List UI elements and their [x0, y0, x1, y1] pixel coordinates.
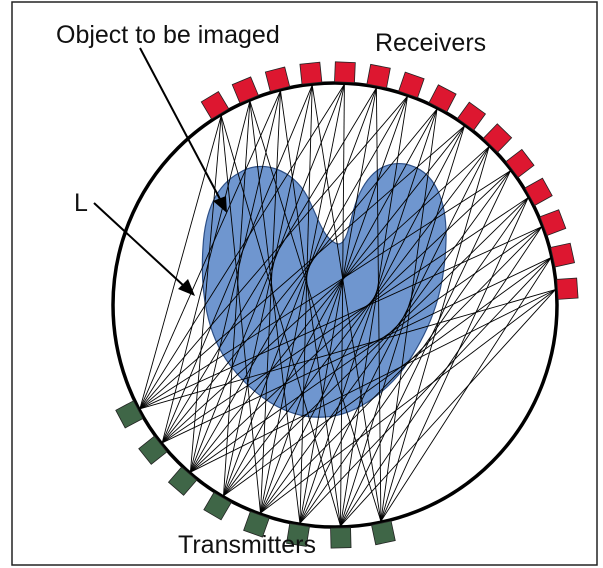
transmitters-label: Transmitters — [178, 531, 316, 559]
ray-path — [375, 87, 382, 522]
transmitter — [286, 523, 310, 547]
ray-path — [223, 100, 251, 496]
receiver — [482, 123, 513, 153]
receiver — [299, 61, 323, 85]
transmitter — [371, 520, 396, 546]
ray-path — [380, 108, 438, 522]
ray-path — [380, 197, 529, 522]
ray-path — [223, 87, 377, 496]
ray-path — [260, 96, 408, 514]
ray-path — [190, 289, 556, 473]
receiver — [200, 91, 230, 120]
ray-path — [220, 115, 261, 514]
ray-path — [299, 85, 313, 524]
receiver — [550, 242, 575, 268]
ray-path — [161, 108, 438, 444]
transmitter — [203, 491, 232, 521]
ray-path — [223, 197, 529, 497]
ray-path — [340, 96, 408, 526]
ray-path — [139, 170, 511, 410]
receiver — [505, 148, 535, 178]
ray-path — [260, 125, 465, 514]
transmitter — [330, 527, 352, 549]
transmitter — [243, 511, 270, 538]
ray-path — [299, 87, 377, 524]
ray-path — [161, 100, 251, 443]
ray-path — [340, 170, 511, 527]
ray-path — [189, 115, 222, 473]
receiver-array — [200, 61, 579, 300]
object-label: Object to be imaged — [56, 21, 280, 49]
transmitter — [167, 466, 198, 496]
ray-path — [162, 257, 552, 444]
ray-path — [223, 146, 490, 497]
receiver — [264, 66, 291, 92]
ray-path — [249, 100, 301, 524]
ray-path — [190, 95, 408, 473]
receiver — [334, 61, 356, 84]
measurement-circle — [111, 81, 559, 529]
receivers-label: Receivers — [375, 29, 486, 57]
ray-path — [249, 100, 382, 522]
ray-path — [190, 226, 542, 473]
ray-path — [299, 257, 552, 524]
ray-path — [380, 257, 552, 522]
path-label: L — [74, 189, 88, 217]
receiver — [556, 277, 579, 300]
ray-path — [161, 85, 313, 443]
receiver — [456, 101, 487, 131]
receiver — [524, 177, 553, 206]
receiver — [428, 84, 457, 113]
ray-path — [223, 108, 438, 497]
ray-path — [190, 125, 465, 473]
object-pointer-arrow — [139, 47, 227, 213]
ray-path — [139, 115, 222, 409]
ray-path — [340, 289, 556, 527]
ray-path — [260, 84, 345, 514]
ray-path — [161, 146, 490, 444]
ray-path — [223, 85, 313, 496]
ray-path — [260, 90, 281, 514]
ray-path — [311, 85, 382, 522]
ray-path — [340, 84, 345, 526]
ray-path — [380, 146, 490, 522]
ray-path — [189, 90, 281, 473]
ray-path — [190, 170, 511, 473]
receiver — [539, 209, 567, 237]
ray-path — [299, 197, 529, 524]
receiver — [366, 63, 391, 89]
ray-path — [299, 108, 438, 524]
path-pointer-arrow — [93, 202, 195, 296]
receiver — [398, 71, 425, 99]
transmitter — [115, 400, 144, 429]
ray-path — [189, 84, 345, 473]
ray-path — [161, 197, 529, 444]
ray-path — [280, 90, 341, 526]
transmitter — [138, 435, 168, 465]
ray-path — [139, 226, 542, 410]
ray-path — [139, 90, 281, 409]
ray-paths — [139, 83, 556, 527]
receiver — [231, 76, 259, 104]
ray-path — [220, 115, 341, 527]
transmitter-array — [115, 400, 396, 549]
